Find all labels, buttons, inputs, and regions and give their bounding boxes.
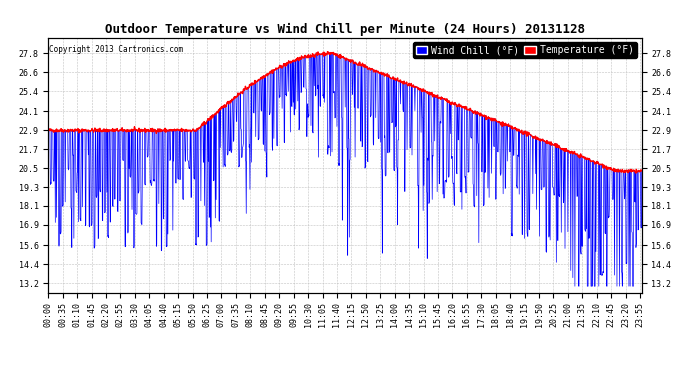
Legend: Wind Chill (°F), Temperature (°F): Wind Chill (°F), Temperature (°F)	[413, 42, 637, 58]
Title: Outdoor Temperature vs Wind Chill per Minute (24 Hours) 20131128: Outdoor Temperature vs Wind Chill per Mi…	[105, 23, 585, 36]
Text: Copyright 2013 Cartronics.com: Copyright 2013 Cartronics.com	[50, 45, 184, 54]
